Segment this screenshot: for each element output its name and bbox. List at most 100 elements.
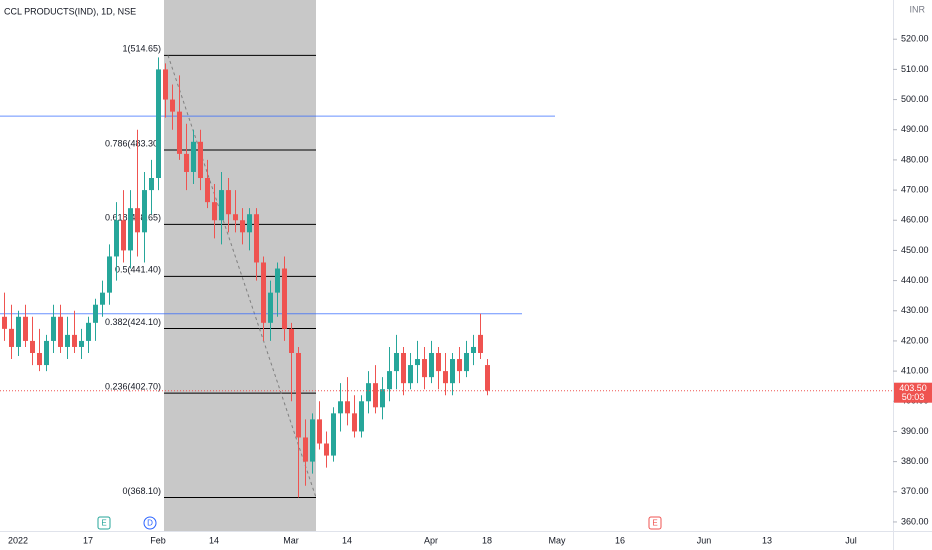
y-tick-label: 360.00 xyxy=(901,516,929,526)
candle-body xyxy=(464,352,469,372)
candle-body xyxy=(177,111,182,154)
fib-label: 0.382(424.10) xyxy=(105,317,161,327)
candle-body xyxy=(387,371,392,390)
fib-label: 0(368.10) xyxy=(122,486,161,496)
candle-body xyxy=(198,141,203,179)
candle-body xyxy=(331,413,336,456)
y-tick-label: 380.00 xyxy=(901,456,929,466)
candle-body xyxy=(303,437,308,462)
candle-body xyxy=(100,292,105,305)
candle-body xyxy=(51,316,56,341)
candle-body xyxy=(205,178,210,203)
countdown: 50:03 xyxy=(902,392,925,402)
y-tick-label: 470.00 xyxy=(901,184,929,194)
candle-body xyxy=(317,419,322,444)
candle-body xyxy=(30,340,35,353)
x-tick-label: Jul xyxy=(845,535,857,545)
y-tick-label: 440.00 xyxy=(901,275,929,285)
x-tick-label: Mar xyxy=(283,535,299,545)
candle-body xyxy=(79,340,84,347)
x-tick-label: Apr xyxy=(424,535,438,545)
candle-body xyxy=(282,268,287,329)
candle-body xyxy=(408,365,413,384)
candle-body xyxy=(72,334,77,347)
candle-body xyxy=(415,359,420,366)
candle-body xyxy=(401,352,406,384)
candle-body xyxy=(44,340,49,366)
candle-body xyxy=(261,262,266,323)
candle-body xyxy=(212,202,217,221)
candle-body xyxy=(366,383,371,402)
candle-body xyxy=(233,214,238,221)
candle-body xyxy=(422,359,427,378)
candle-body xyxy=(9,328,14,347)
y-tick-label: 420.00 xyxy=(901,335,929,345)
candle-body xyxy=(275,268,280,293)
candle-body xyxy=(289,328,294,353)
y-tick-label: 430.00 xyxy=(901,305,929,315)
candle-body xyxy=(380,389,385,408)
x-tick-label: 13 xyxy=(762,535,772,545)
candle-body xyxy=(23,316,28,341)
x-tick-label: 14 xyxy=(209,535,219,545)
x-tick-label: May xyxy=(548,535,566,545)
candle-body xyxy=(345,401,350,414)
y-tick-label: 480.00 xyxy=(901,154,929,164)
candle-body xyxy=(184,153,189,172)
y-tick-label: 450.00 xyxy=(901,245,929,255)
y-tick-label: 500.00 xyxy=(901,94,929,104)
candle-body xyxy=(65,334,70,347)
candle-body xyxy=(471,346,476,353)
candle-body xyxy=(16,316,21,347)
x-tick-label: 16 xyxy=(615,535,625,545)
event-marker xyxy=(648,516,662,530)
candle-body xyxy=(254,214,259,263)
candle-body xyxy=(240,220,245,233)
currency: INR xyxy=(910,4,926,14)
candle-body xyxy=(450,359,455,384)
x-tick-label: 2022 xyxy=(8,535,28,545)
candle-body xyxy=(86,322,91,341)
event-marker-label: D xyxy=(147,519,153,528)
candle-body xyxy=(2,316,7,329)
candle-body xyxy=(247,214,252,233)
x-tick-label: 17 xyxy=(83,535,93,545)
event-marker-label: E xyxy=(652,519,657,528)
candle-body xyxy=(296,352,301,438)
candle-body xyxy=(485,365,490,391)
candle-body xyxy=(37,352,42,366)
candle-body xyxy=(135,208,140,233)
candle-body xyxy=(191,141,196,172)
candle-body xyxy=(429,352,434,378)
y-tick-label: 490.00 xyxy=(901,124,929,134)
last-price-box xyxy=(894,382,932,403)
candle-body xyxy=(121,220,126,251)
candle-body xyxy=(114,220,119,257)
candle-body xyxy=(310,419,315,462)
candle-body xyxy=(128,208,133,251)
fib-label: 0.5(441.40) xyxy=(115,265,161,275)
candle-body xyxy=(359,401,364,432)
candle-body xyxy=(457,359,462,372)
candle-body xyxy=(394,352,399,372)
candle-body xyxy=(268,292,273,323)
candle-body xyxy=(93,304,98,323)
x-tick-label: 18 xyxy=(482,535,492,545)
candle-body xyxy=(142,190,147,233)
y-tick-label: 390.00 xyxy=(901,426,929,436)
candle-body xyxy=(58,316,63,347)
candle-body xyxy=(436,352,441,372)
candle-body xyxy=(443,371,448,384)
candle-body xyxy=(352,413,357,432)
fib-label: 1(514.65) xyxy=(122,44,161,54)
x-tick-label: Feb xyxy=(150,535,166,545)
x-tick-label: 14 xyxy=(342,535,352,545)
fib-zone xyxy=(164,0,316,531)
chart-title: CCL PRODUCTS(IND), 1D, NSE xyxy=(4,6,136,16)
candle-body xyxy=(107,256,112,293)
y-tick-label: 460.00 xyxy=(901,215,929,225)
y-tick-label: 410.00 xyxy=(901,365,929,375)
candle-body xyxy=(324,443,329,456)
